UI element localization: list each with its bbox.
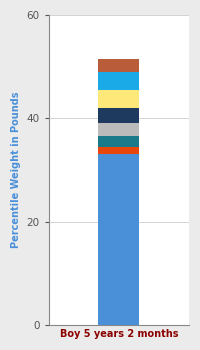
Bar — [98, 136, 139, 147]
Y-axis label: Percentile Weight in Pounds: Percentile Weight in Pounds — [11, 92, 21, 248]
Bar — [98, 108, 139, 124]
Bar — [98, 147, 139, 154]
Bar — [98, 90, 139, 108]
Bar — [98, 72, 139, 90]
Bar — [98, 154, 139, 325]
Bar — [98, 59, 139, 72]
Bar — [98, 124, 139, 136]
